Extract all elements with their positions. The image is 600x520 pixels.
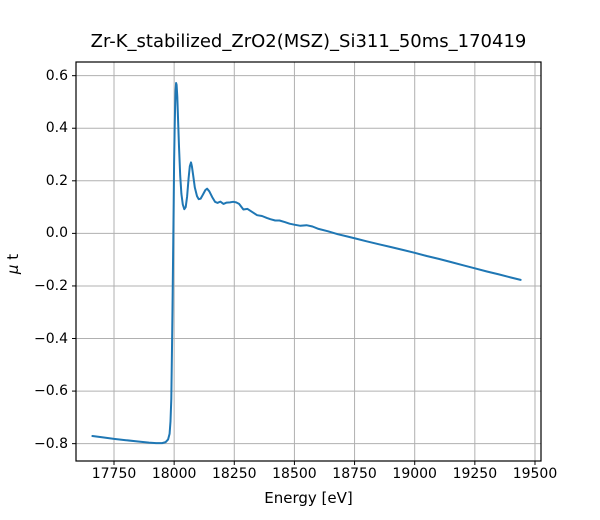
y-axis-label-t: t bbox=[4, 253, 22, 265]
plot-border bbox=[75, 61, 542, 462]
x-axis-label: Energy [eV] bbox=[264, 489, 353, 507]
x-tick-label: 18250 bbox=[212, 466, 257, 482]
y-tick-label: −0.8 bbox=[34, 435, 68, 452]
y-tick-label: −0.6 bbox=[34, 383, 68, 400]
x-tick-label: 19500 bbox=[512, 466, 558, 482]
y-tick-label: 0.4 bbox=[45, 120, 68, 137]
x-tick-label: 18500 bbox=[272, 466, 317, 482]
y-axis-label: μ t bbox=[4, 214, 24, 314]
x-tick-label: 19000 bbox=[392, 466, 437, 482]
x-tick-label: 19250 bbox=[452, 466, 498, 482]
y-tick-label: 0.0 bbox=[45, 225, 68, 242]
y-tick-label: 0.2 bbox=[45, 172, 68, 189]
x-tick-label: 18750 bbox=[332, 466, 377, 482]
x-tick-label: 18000 bbox=[151, 466, 197, 482]
data-line bbox=[91, 82, 522, 445]
x-tick-label: 17750 bbox=[91, 466, 137, 482]
y-tick-label: −0.2 bbox=[34, 277, 68, 294]
y-axis-label-mu: μ bbox=[4, 264, 22, 275]
chart-title: Zr-K_stabilized_ZrO2(MSZ)_Si311_50ms_170… bbox=[90, 31, 527, 52]
y-tick-label: 0.6 bbox=[45, 67, 68, 84]
y-tick-label: −0.4 bbox=[34, 330, 68, 347]
